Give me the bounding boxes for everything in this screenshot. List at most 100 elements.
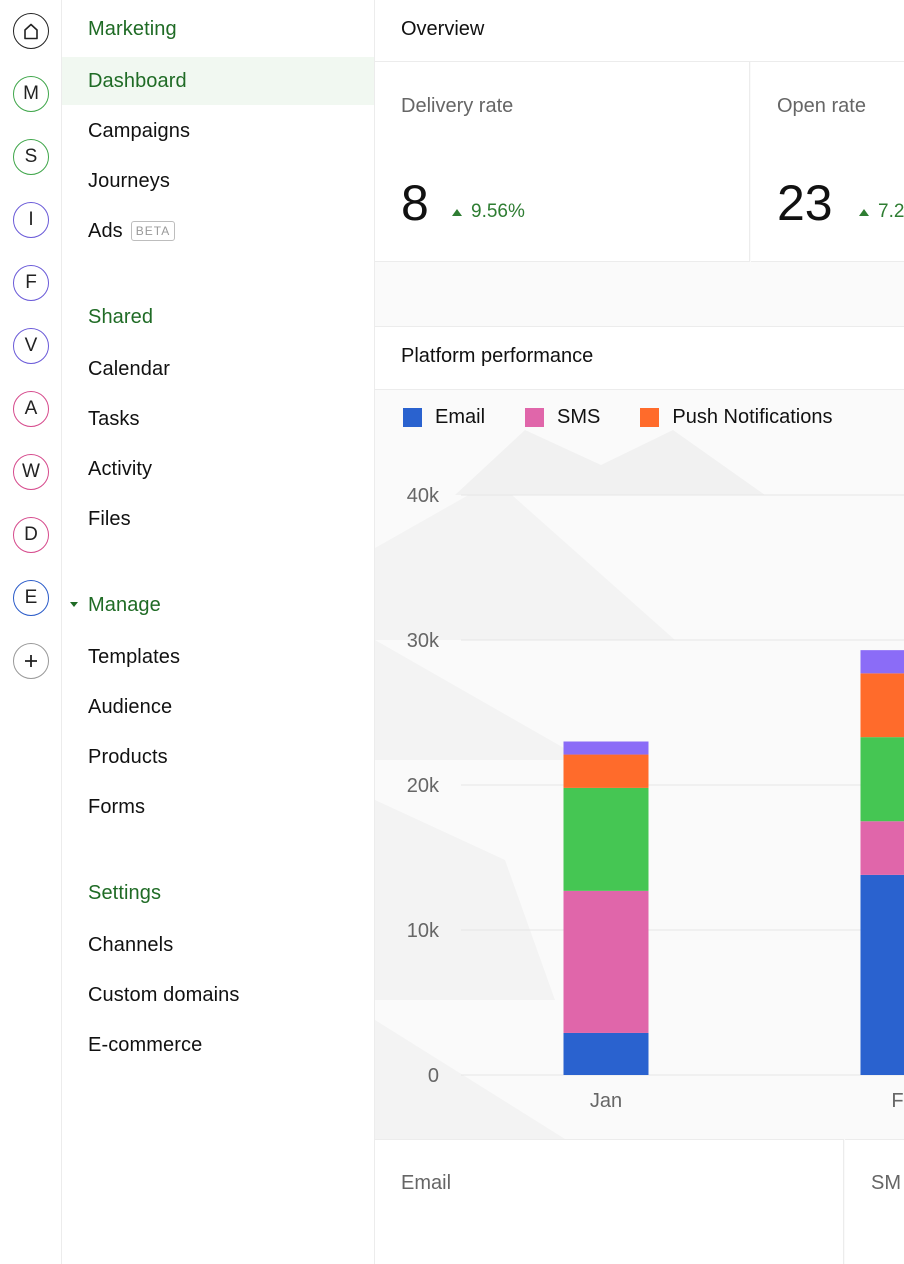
workspace-button-v[interactable]: V (13, 328, 49, 364)
kpi-value: 8 (401, 175, 429, 231)
sidebar-item-e-commerce[interactable]: E-commerce (62, 1021, 374, 1069)
plus-icon (25, 655, 37, 667)
sidebar-item-label: Tasks (88, 407, 140, 430)
sidebar-item-activity[interactable]: Activity (62, 445, 374, 493)
card-label: SM (871, 1172, 901, 1194)
legend-label: Email (435, 406, 486, 428)
bar-segment-sms-jan[interactable] (563, 890, 649, 1033)
bar-segment-series-fe[interactable] (860, 650, 904, 674)
workspace-button-d[interactable]: D (13, 517, 49, 553)
workspace-button-e[interactable]: E (13, 580, 49, 616)
kpi-delta: 9.56% (452, 201, 525, 223)
sidebar-item-label: E-commerce (88, 1033, 203, 1056)
bar-segment-push-notifications-jan[interactable] (563, 754, 649, 788)
beta-badge: BETA (130, 221, 176, 241)
chart-legend: Email SMS Push Notifications (403, 406, 872, 429)
sidebar-item-label: Journeys (88, 169, 170, 192)
kpi-label: Delivery rate (401, 95, 514, 117)
sidebar-item-label: Templates (88, 645, 181, 668)
sidebar-item-custom-domains[interactable]: Custom domains (62, 971, 374, 1019)
trend-up-icon (452, 208, 462, 216)
y-tick-label: 20k (407, 775, 440, 797)
kpi-value: 23 (777, 175, 833, 231)
platform-performance-chart: 0 10k 20k 30k 40k Jan Fe (407, 485, 904, 1112)
sidebar-item-journeys[interactable]: Journeys (62, 157, 374, 205)
chevron-down-icon[interactable] (70, 602, 78, 607)
sidebar-item-label: Campaigns (88, 119, 191, 142)
kpi-delta: 7.2 (859, 201, 904, 223)
sidebar-item-dashboard[interactable]: Dashboard (62, 57, 374, 105)
sidebar-item-label: Calendar (88, 357, 170, 380)
sidebar-item-templates[interactable]: Templates (62, 633, 374, 681)
bar-segment-email-jan[interactable] (563, 1032, 649, 1075)
sidebar-item-tasks[interactable]: Tasks (62, 395, 374, 443)
sidebar-item-label: Channels (88, 933, 174, 956)
legend-item-sms[interactable]: SMS (525, 406, 600, 429)
app-rail: M S I F V A W D E (0, 0, 62, 1264)
legend-item-email[interactable]: Email (403, 406, 485, 429)
workspace-letter: D (24, 524, 38, 545)
kpi-card-delivery-rate[interactable]: Delivery rate 8 9.56% (375, 62, 750, 262)
sidebar-item-label: Ads (88, 219, 123, 242)
sidebar-item-label: Files (88, 507, 131, 530)
y-tick-label: 40k (407, 485, 440, 507)
sidebar-item-forms[interactable]: Forms (62, 783, 374, 831)
legend-swatch (640, 408, 660, 427)
y-tick-label: 10k (407, 920, 440, 942)
y-tick-label: 30k (407, 630, 440, 652)
x-tick-label: Fe (891, 1090, 904, 1112)
bottom-card-email[interactable]: Email (375, 1139, 844, 1264)
workspace-letter: A (24, 398, 38, 419)
sidebar-item-label: Audience (88, 695, 173, 718)
kpi-delta-value: 7.2 (878, 201, 904, 222)
legend-label: Push Notifications (672, 406, 833, 428)
legend-swatch (525, 408, 545, 427)
workspace-letter: V (24, 335, 38, 356)
sidebar-item-ads[interactable]: Ads BETA (62, 207, 374, 255)
sidebar-item-label: Products (88, 745, 168, 768)
add-workspace-button[interactable] (13, 643, 49, 679)
page-title: Overview (401, 18, 485, 40)
workspace-button-s[interactable]: S (13, 139, 49, 175)
sidebar-item-calendar[interactable]: Calendar (62, 345, 374, 393)
workspace-button-i[interactable]: I (13, 202, 49, 238)
workspace-letter: F (25, 272, 37, 293)
workspace-letter: E (24, 587, 38, 608)
bar-segment-series-jan[interactable] (563, 787, 649, 891)
home-button[interactable] (13, 13, 49, 49)
y-tick-label: 0 (428, 1065, 439, 1087)
workspace-letter: W (22, 461, 40, 482)
sidebar-item-products[interactable]: Products (62, 733, 374, 781)
workspace-button-f[interactable]: F (13, 265, 49, 301)
sidebar-item-label: Activity (88, 457, 153, 480)
sidebar: Marketing Dashboard Campaigns Journeys A… (62, 0, 375, 1264)
bar-segment-push-notifications-fe[interactable] (860, 673, 904, 738)
bar-segment-series-fe[interactable] (860, 737, 904, 822)
kpi-label: Open rate (777, 95, 866, 117)
sidebar-item-audience[interactable]: Audience (62, 683, 374, 731)
overview-header: Overview (375, 0, 904, 62)
bar-segment-email-fe[interactable] (860, 874, 904, 1075)
section-heading-shared: Shared (88, 306, 154, 328)
workspace-button-m[interactable]: M (13, 76, 49, 112)
legend-item-push-notifications[interactable]: Push Notifications (640, 406, 832, 429)
sidebar-item-campaigns[interactable]: Campaigns (62, 107, 374, 155)
sidebar-item-label: Custom domains (88, 983, 240, 1006)
workspace-button-w[interactable]: W (13, 454, 49, 490)
section-heading-settings: Settings (88, 882, 162, 904)
sidebar-item-channels[interactable]: Channels (62, 921, 374, 969)
legend-swatch (403, 408, 422, 427)
section-heading-marketing: Marketing (88, 18, 177, 40)
bottom-card-sms[interactable]: SM (845, 1139, 904, 1264)
card-label: Email (401, 1172, 452, 1194)
section-heading-manage[interactable]: Manage (88, 594, 161, 616)
workspace-letter: M (23, 83, 39, 104)
bar-segment-sms-fe[interactable] (860, 821, 904, 875)
bar-segment-series-jan[interactable] (563, 741, 649, 755)
kpi-card-open-rate[interactable]: Open rate 23 7.2 (751, 62, 904, 262)
kpi-delta-value: 9.56% (471, 201, 525, 222)
trend-up-icon (859, 208, 869, 216)
workspace-button-a[interactable]: A (13, 391, 49, 427)
background-pattern (375, 430, 765, 1139)
sidebar-item-files[interactable]: Files (62, 495, 374, 543)
